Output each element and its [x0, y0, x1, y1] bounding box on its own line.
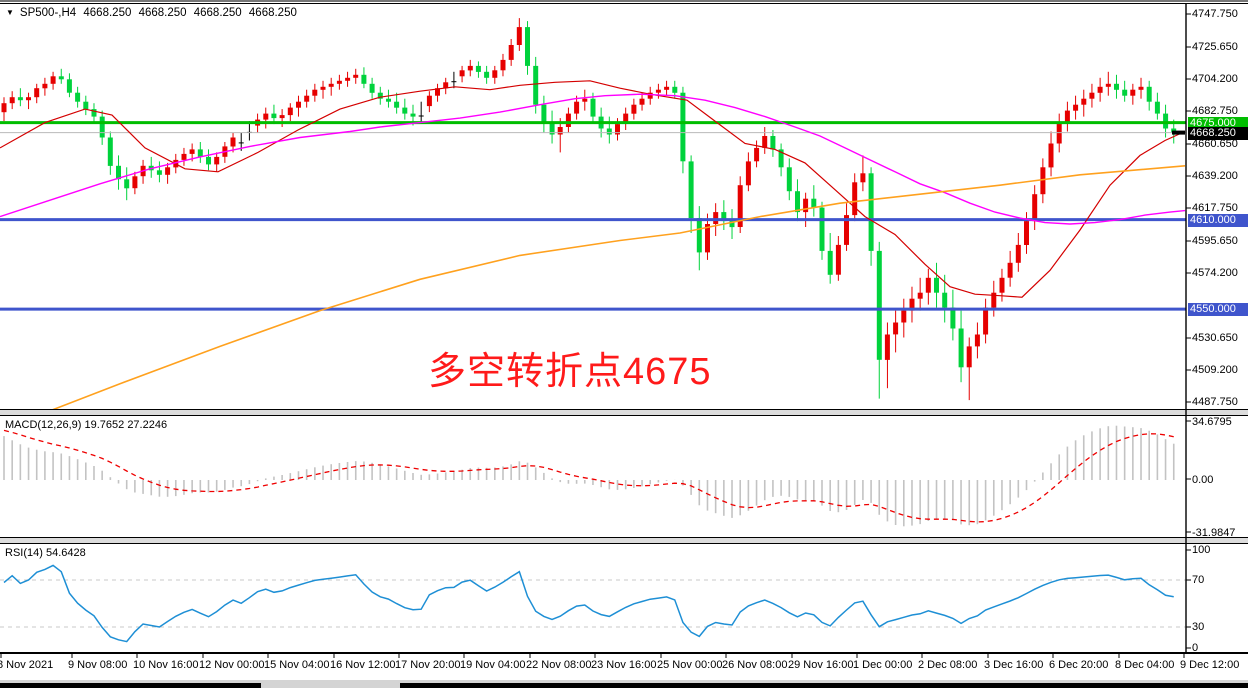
indicator-tick-label: 30	[1192, 621, 1205, 633]
ohlc-open-value: 4668.250	[83, 7, 132, 19]
chart-annotation-text: 多空转折点4675	[428, 351, 712, 393]
price-level-badge: 4550.000	[1188, 303, 1248, 316]
time-tick-label: 1 Dec 00:00	[853, 659, 913, 671]
time-tick-label: 2 Dec 08:00	[918, 659, 978, 671]
time-tick-label: 8 Nov 2021	[0, 659, 54, 671]
time-tick-label: 3 Dec 16:00	[984, 659, 1044, 671]
time-tick-label: 9 Dec 12:00	[1180, 659, 1240, 671]
macd-indicator-label: MACD(12,26,9) 19.7652 27.2246	[5, 419, 167, 431]
time-tick-label: 9 Nov 08:00	[68, 659, 128, 671]
time-tick-label: 25 Nov 00:00	[657, 659, 723, 671]
time-tick-label: 29 Nov 16:00	[788, 659, 854, 671]
price-tick-label: 4530.650	[1192, 332, 1238, 344]
price-tick-label: 4660.650	[1192, 138, 1238, 150]
time-tick-label: 16 Nov 12:00	[330, 659, 396, 671]
indicator-tick-label: -31.9847	[1192, 527, 1236, 539]
price-tick-label: 4509.200	[1192, 364, 1238, 376]
collapse-triangle-icon[interactable]: ▼	[6, 8, 14, 17]
macd-name: MACD(12,26,9)	[5, 419, 82, 431]
price-level-badge: 4675.000	[1188, 117, 1248, 130]
indicator-tick-label: 0	[1192, 642, 1199, 654]
horizontal-scrollbar[interactable]	[0, 680, 1248, 688]
macd-main-value: 19.7652	[84, 419, 125, 431]
rsi-value: 54.6428	[45, 547, 86, 559]
price-tick-label: 4747.750	[1192, 8, 1238, 20]
price-tick-label: 4487.750	[1192, 396, 1238, 408]
price-tick-label: 4725.650	[1192, 41, 1238, 53]
time-tick-label: 17 Nov 20:00	[395, 659, 461, 671]
price-tick-label: 4574.200	[1192, 267, 1238, 279]
price-tick-label: 4682.750	[1192, 105, 1238, 117]
ohlc-high-value: 4668.250	[138, 7, 187, 19]
time-tick-label: 6 Dec 20:00	[1049, 659, 1109, 671]
symbol-timeframe-label: SP500-,H4	[19, 7, 77, 19]
indicator-tick-label: 34.6795	[1192, 416, 1232, 428]
rsi-name: RSI(14)	[5, 547, 43, 559]
macd-signal-value: 27.2246	[127, 419, 168, 431]
ohlc-close-value: 4668.250	[248, 7, 297, 19]
time-tick-label: 12 Nov 00:00	[199, 659, 265, 671]
time-tick-label: 19 Nov 04:00	[460, 659, 526, 671]
price-level-badge: 4610.000	[1188, 214, 1248, 227]
ohlc-low-value: 4668.250	[193, 7, 242, 19]
price-tick-label: 4595.650	[1192, 235, 1238, 247]
time-tick-label: 8 Dec 04:00	[1115, 659, 1175, 671]
price-level-badge: 4668.250	[1188, 127, 1248, 140]
time-tick-label: 23 Nov 16:00	[591, 659, 657, 671]
price-tick-label: 4639.200	[1192, 170, 1238, 182]
rsi-indicator-label: RSI(14) 54.6428	[5, 547, 86, 559]
indicator-tick-label: 70	[1192, 574, 1205, 586]
price-tick-label: 4617.750	[1192, 202, 1238, 214]
time-tick-label: 10 Nov 16:00	[133, 659, 199, 671]
time-tick-label: 26 Nov 08:00	[722, 659, 788, 671]
chart-title: ▼ SP500-,H4 4668.250 4668.250 4668.250 46…	[6, 7, 301, 19]
price-tick-label: 4704.200	[1192, 73, 1238, 85]
time-tick-label: 22 Nov 08:00	[526, 659, 592, 671]
indicator-tick-label: 100	[1192, 544, 1211, 556]
indicator-tick-label: 0.00	[1192, 474, 1214, 486]
scrollbar-segment[interactable]	[400, 683, 1248, 688]
scrollbar-segment[interactable]	[0, 683, 261, 688]
time-tick-label: 15 Nov 04:00	[264, 659, 330, 671]
